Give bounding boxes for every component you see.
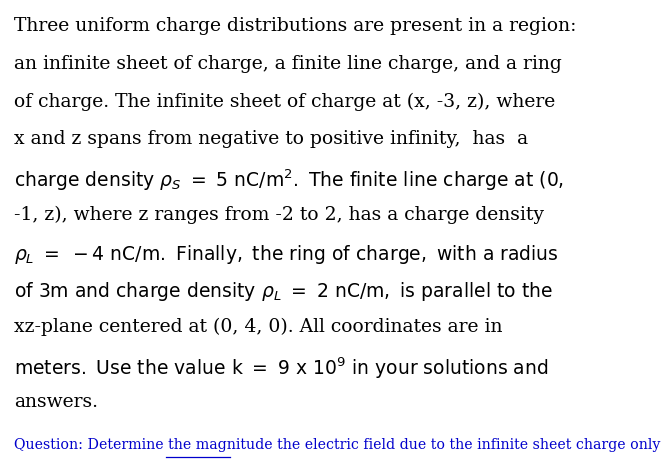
Text: $\rho_L\mathrm{\ =\ -4\ nC/m.\ Finally,\ the\ ring\ of\ charge,\ with\ a\ radius: $\rho_L\mathrm{\ =\ -4\ nC/m.\ Finally,\… — [14, 243, 559, 266]
Text: $\mathrm{charge\ density\ }\rho_S\mathrm{\ =\ 5\ nC/m}^2\mathrm{.\ The\ finite\ : $\mathrm{charge\ density\ }\rho_S\mathrm… — [14, 168, 564, 193]
Text: answers.: answers. — [14, 393, 98, 411]
Text: $\mathrm{meters.\ Use\ the\ value\ k\ =\ 9\ x\ 10}^9\mathrm{\ in\ your\ solution: $\mathrm{meters.\ Use\ the\ value\ k\ =\… — [14, 355, 549, 381]
Text: of charge. The infinite sheet of charge at (x, -3, z), where: of charge. The infinite sheet of charge … — [14, 93, 556, 111]
Text: an infinite sheet of charge, a finite line charge, and a ring: an infinite sheet of charge, a finite li… — [14, 55, 562, 73]
Text: Question: Determine the magnitude the electric field due to the infinite sheet c: Question: Determine the magnitude the el… — [14, 437, 663, 452]
Text: $\mathrm{of\ 3m\ and\ charge\ density\ }\rho_L\mathrm{\ =\ 2\ nC/m,\ is\ paralle: $\mathrm{of\ 3m\ and\ charge\ density\ }… — [14, 280, 553, 303]
Text: Three uniform charge distributions are present in a region:: Three uniform charge distributions are p… — [14, 18, 577, 35]
Text: x and z spans from negative to positive infinity,  has  a: x and z spans from negative to positive … — [14, 130, 528, 148]
Text: xz-plane centered at (0, 4, 0). All coordinates are in: xz-plane centered at (0, 4, 0). All coor… — [14, 318, 503, 336]
Text: -1, z), where z ranges from -2 to 2, has a charge density: -1, z), where z ranges from -2 to 2, has… — [14, 205, 544, 224]
